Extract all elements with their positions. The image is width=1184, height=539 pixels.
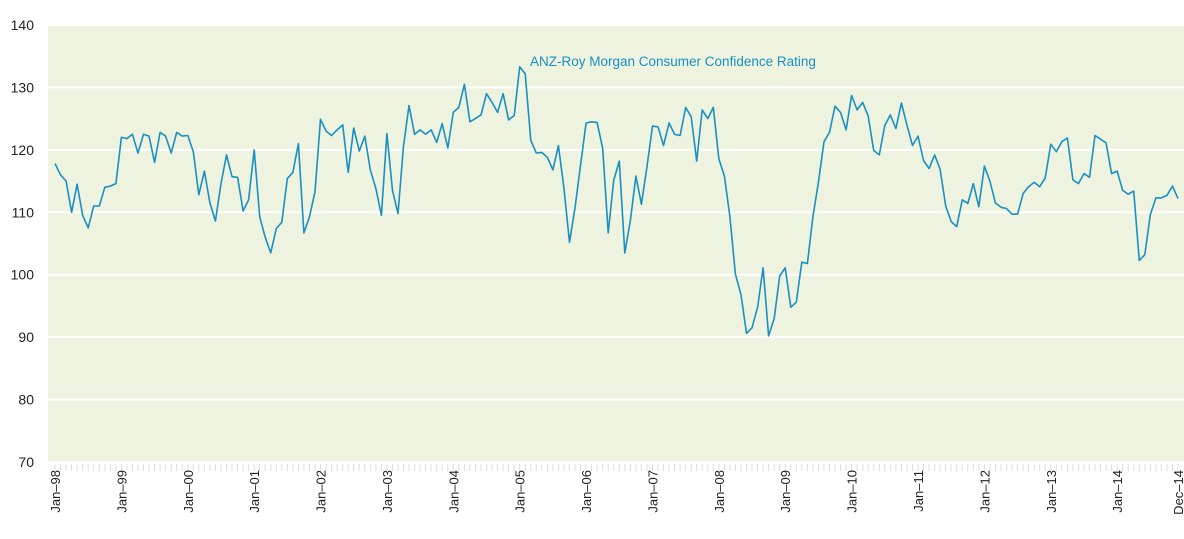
y-tick-label: 70 xyxy=(18,454,34,470)
x-tick-label: Jan–00 xyxy=(181,470,196,513)
y-tick-label: 140 xyxy=(11,17,35,33)
x-tick-label: Dec–14 xyxy=(1171,470,1184,515)
y-tick-label: 130 xyxy=(11,79,35,95)
x-tick-label: Jan–14 xyxy=(1110,470,1125,513)
series-annotation: ANZ-Roy Morgan Consumer Confidence Ratin… xyxy=(530,54,816,69)
x-tick-label: Jan–98 xyxy=(48,470,63,513)
x-tick-label: Jan–04 xyxy=(446,470,461,513)
x-tick-label: Jan–12 xyxy=(977,470,992,513)
x-tick-label: Jan–01 xyxy=(247,470,262,513)
x-tick-label: Jan–99 xyxy=(114,470,129,513)
y-tick-label: 80 xyxy=(18,392,34,408)
x-tick-label: Jan–05 xyxy=(513,470,528,513)
y-tick-label: 100 xyxy=(11,267,35,283)
data-line xyxy=(54,66,1179,337)
y-tick-label: 120 xyxy=(11,142,35,158)
x-tick-label: Jan–06 xyxy=(579,470,594,513)
x-tick-label: Jan–08 xyxy=(712,470,727,513)
y-tick-label: 90 xyxy=(18,329,34,345)
x-tick-label: Jan–10 xyxy=(845,470,860,513)
x-tick-label: Jan–13 xyxy=(1044,470,1059,513)
plot-background xyxy=(48,25,1184,462)
x-tick-label: Jan–09 xyxy=(778,470,793,513)
x-tick-label: Jan–03 xyxy=(380,470,395,513)
y-tick-label: 110 xyxy=(12,204,35,220)
x-tick-label: Jan–11 xyxy=(911,470,926,512)
x-tick-label: Jan–07 xyxy=(645,470,660,513)
x-tick-label: Jan–02 xyxy=(314,470,329,513)
